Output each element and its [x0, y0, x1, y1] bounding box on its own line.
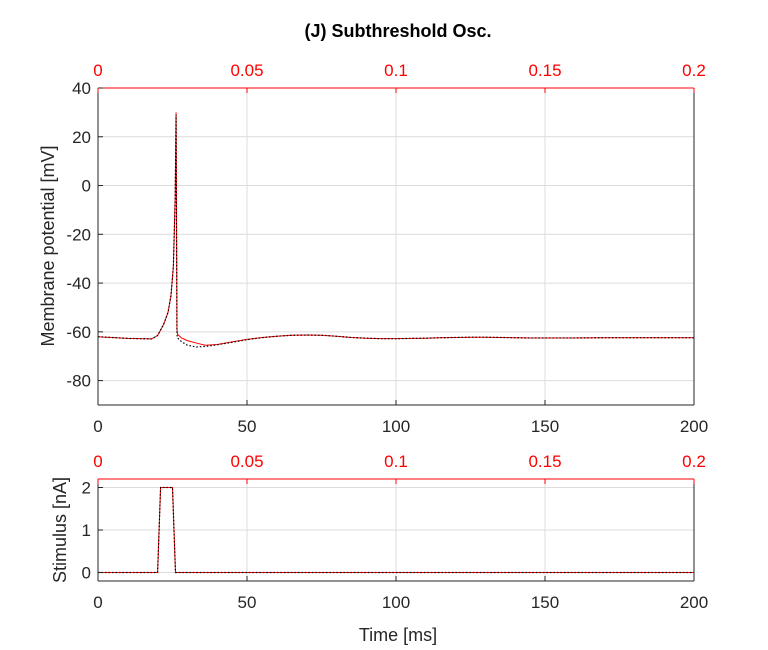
vm-top-xtick-label: 0.05	[230, 61, 263, 80]
vm-top-xtick-label: 0.2	[682, 61, 706, 80]
stim-top-xtick-label: 0.2	[682, 452, 706, 471]
stim-xtick-label: 150	[531, 593, 559, 612]
membrane-potential-axes: Membrane potential [mV] 0 50 100 150 200-80-…	[38, 61, 708, 436]
stim-ytick-label: 0	[82, 564, 91, 583]
stim-top-xtick-label: 0.1	[384, 452, 408, 471]
stim-series-dotted-line	[98, 486, 694, 574]
stim-ytick-label: 2	[82, 479, 91, 498]
vm-xtick-label: 200	[680, 417, 708, 436]
stim-xtick-label: 100	[382, 593, 410, 612]
stim-xtick-label: 50	[238, 593, 257, 612]
membrane-potential-ylabel: Membrane potential [mV]	[38, 145, 58, 346]
stim-top-xtick-label: 0	[93, 452, 102, 471]
stim-xtick-label: 0	[93, 593, 102, 612]
stim-xtick-label: 200	[680, 593, 708, 612]
vm-series-dotted-line	[98, 114, 694, 348]
vm-ytick-label: -80	[66, 372, 91, 391]
stim-top-xtick-label: 0.05	[230, 452, 263, 471]
vm-ytick-label: -60	[66, 323, 91, 342]
stimulus-xlabel: Time [ms]	[359, 625, 437, 645]
figure-title: (J) Subthreshold Osc.	[304, 21, 491, 41]
stimulus-ylabel: Stimulus [nA]	[50, 477, 70, 583]
vm-ytick-label: 0	[82, 177, 91, 196]
vm-ytick-label: 40	[72, 79, 91, 98]
stimulus-axes: Stimulus [nA] Time [ms] 0 50 100 150 2000120…	[50, 452, 708, 645]
vm-ytick-label: -20	[66, 225, 91, 244]
vm-top-xtick-label: 0.1	[384, 61, 408, 80]
vm-xtick-label: 150	[531, 417, 559, 436]
vm-top-xtick-label: 0.15	[528, 61, 561, 80]
vm-ytick-label: -40	[66, 274, 91, 293]
stim-ytick-label: 1	[82, 521, 91, 540]
vm-xtick-label: 0	[93, 417, 102, 436]
vm-ytick-label: 20	[72, 128, 91, 147]
vm-top-xtick-label: 0	[93, 61, 102, 80]
vm-xtick-label: 50	[238, 417, 257, 436]
vm-xtick-label: 100	[382, 417, 410, 436]
stim-top-xtick-label: 0.15	[528, 452, 561, 471]
